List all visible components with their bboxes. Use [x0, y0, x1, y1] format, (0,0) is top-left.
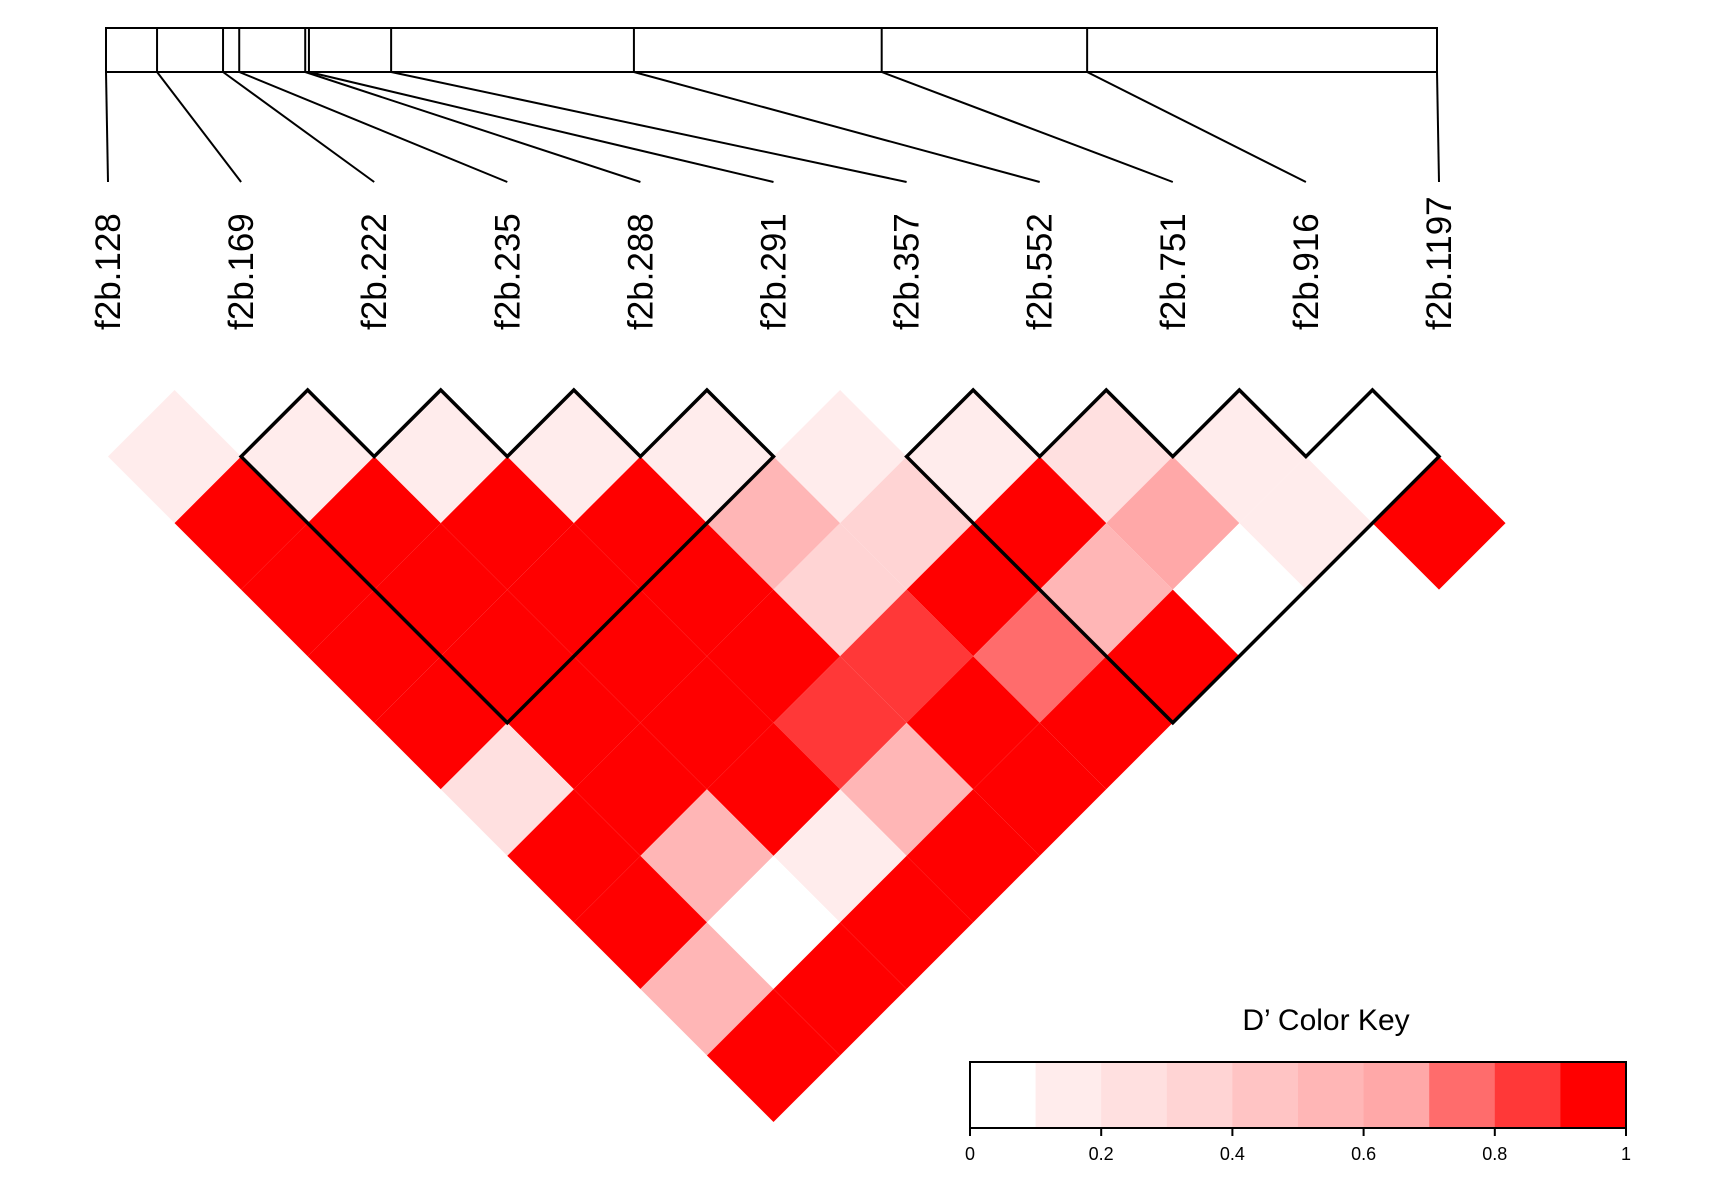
ld-cell	[773, 390, 907, 524]
ld-cell	[840, 722, 974, 856]
color-key-swatch	[1560, 1062, 1627, 1128]
color-key-swatch	[1101, 1062, 1168, 1128]
snp-label: f2b.916	[1287, 213, 1326, 330]
track-connector	[222, 71, 375, 183]
track-connector	[633, 71, 1040, 183]
ld-cell	[241, 523, 375, 657]
color-key-swatch	[1363, 1062, 1430, 1128]
snp-label: f2b.288	[621, 213, 660, 330]
ld-cell	[773, 789, 907, 923]
ld-cell	[906, 656, 1040, 790]
color-key-swatch	[1429, 1062, 1496, 1128]
track-connector	[238, 71, 508, 183]
ld-cell	[840, 855, 974, 989]
track-connector	[105, 71, 109, 183]
track-connector	[1436, 71, 1440, 183]
color-key: D’ Color Key 0 0.2 0.4 0.6 0.8 1	[965, 1004, 1631, 1164]
color-key-swatch	[1298, 1062, 1365, 1128]
ld-cell	[640, 922, 774, 1056]
ld-block-outline	[238, 387, 776, 726]
ld-cell	[773, 523, 907, 657]
snp-label: f2b.291	[755, 213, 794, 330]
snp-label: f2b.222	[355, 213, 394, 330]
color-key-swatch	[1035, 1062, 1102, 1128]
snp-labels: f2b.128 f2b.169 f2b.222 f2b.235 f2b.288 f2b.2…	[89, 196, 1459, 330]
color-key-tick-label: 0.6	[1351, 1144, 1376, 1164]
position-track	[105, 27, 1440, 183]
track-connector	[308, 71, 774, 183]
ld-block-outline	[904, 387, 1442, 726]
color-key-tick-label: 0.4	[1220, 1144, 1245, 1164]
snp-label: f2b.751	[1154, 213, 1193, 330]
color-key-tick-label: 0.8	[1482, 1144, 1507, 1164]
snp-label: f2b.357	[888, 213, 927, 330]
ld-cell	[440, 722, 574, 856]
ld-cell	[374, 656, 508, 790]
snp-label: f2b.1197	[1420, 196, 1459, 330]
ld-cell	[973, 722, 1107, 856]
color-key-tick-label: 1	[1621, 1144, 1631, 1164]
snp-label: f2b.169	[222, 213, 261, 330]
ld-cell	[573, 855, 707, 989]
ld-cell	[773, 922, 907, 1056]
ld-cell	[640, 789, 774, 923]
track-connector	[390, 71, 907, 183]
track-bar	[105, 27, 1438, 73]
ld-cell	[108, 390, 242, 524]
color-key-swatch	[1494, 1062, 1561, 1128]
snp-label: f2b.128	[89, 213, 128, 330]
ld-cell	[840, 589, 974, 723]
ld-cell	[706, 988, 841, 1123]
color-key-title: D’ Color Key	[1242, 1004, 1409, 1037]
color-key-swatch	[1232, 1062, 1299, 1128]
color-key-tick-label: 0.2	[1089, 1144, 1114, 1164]
snp-label: f2b.552	[1021, 213, 1060, 330]
track-connector	[304, 71, 641, 183]
ld-cell	[1039, 656, 1173, 790]
ld-cell	[573, 722, 707, 856]
color-key-swatch	[970, 1062, 1037, 1128]
track-connector	[156, 71, 242, 183]
color-key-tick-label: 0	[965, 1144, 975, 1164]
track-connector	[1086, 71, 1307, 183]
snp-label: f2b.235	[488, 213, 527, 330]
color-key-swatch	[1166, 1062, 1233, 1128]
track-connector	[881, 71, 1174, 183]
ld-blocks	[238, 387, 1442, 726]
color-key-border	[969, 1061, 1627, 1129]
